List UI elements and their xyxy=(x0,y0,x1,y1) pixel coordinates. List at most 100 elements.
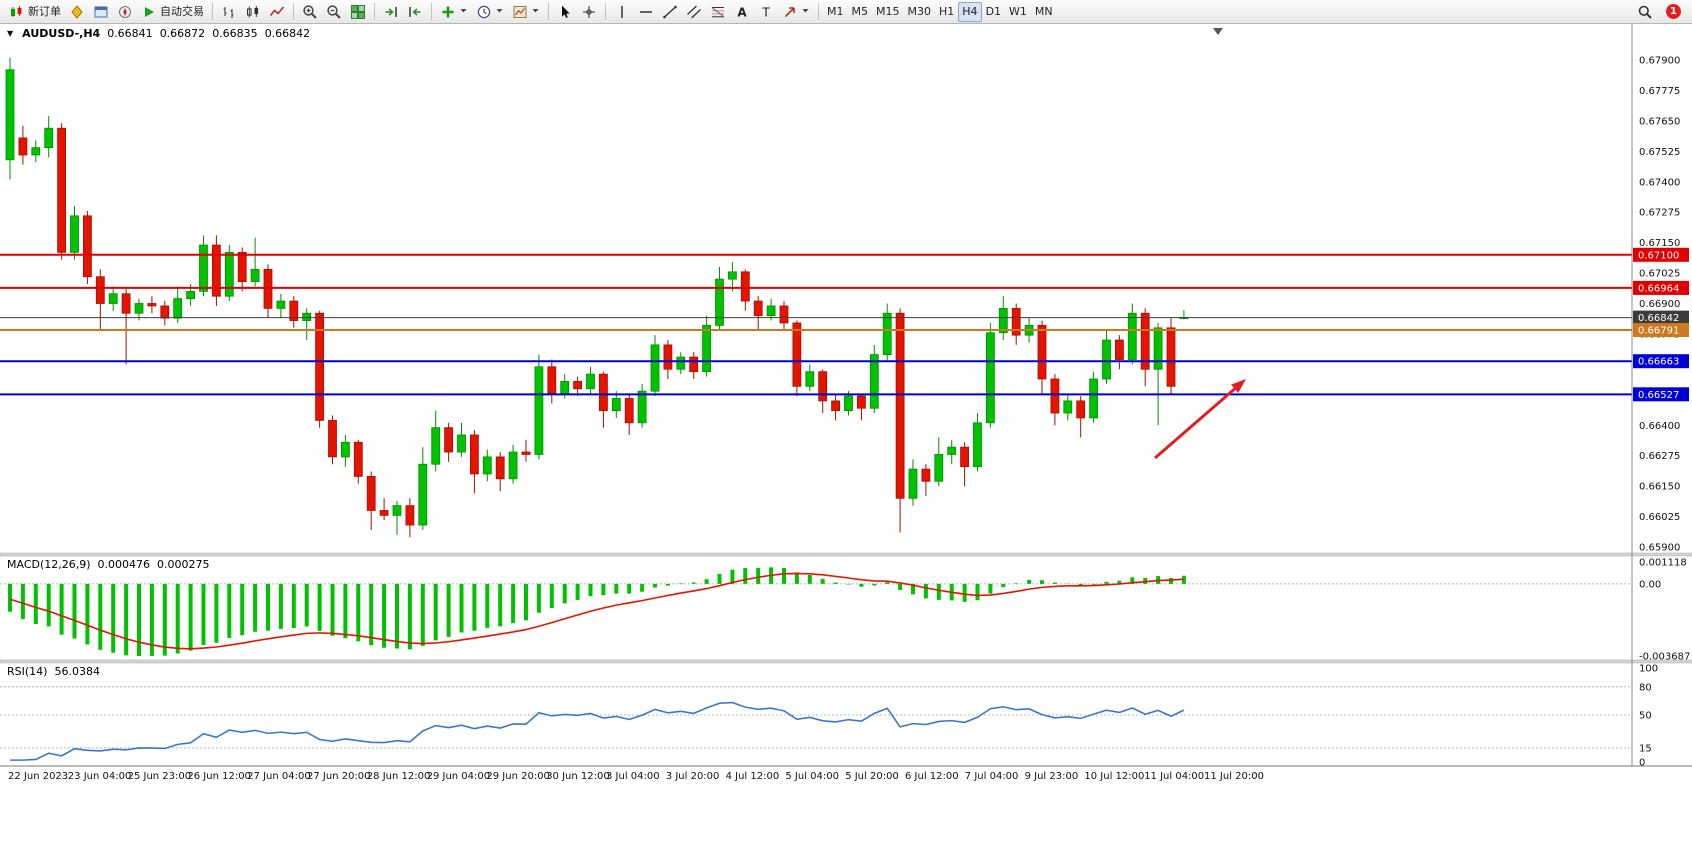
crosshair-icon xyxy=(581,4,597,20)
timeframe-m15-label: M15 xyxy=(876,4,900,18)
candle-down xyxy=(121,293,131,314)
fibonacci-button[interactable] xyxy=(706,2,730,22)
dropdown-caret-icon[interactable] xyxy=(531,3,540,20)
templates-button[interactable] xyxy=(508,2,544,22)
rsi-label: RSI(14) xyxy=(7,665,48,678)
rsi-panel[interactable] xyxy=(0,663,1632,764)
timeframe-h4-button[interactable]: H4 xyxy=(958,1,982,22)
bar-chart-button[interactable] xyxy=(217,2,241,22)
time-axis-label: 25 Jun 23:00 xyxy=(128,771,192,782)
panel-divider[interactable] xyxy=(0,552,1692,557)
equidistant-channel-button[interactable] xyxy=(682,2,706,22)
text-label-button[interactable]: T xyxy=(754,2,778,22)
candle-up xyxy=(1127,312,1137,360)
search-icon xyxy=(1637,4,1653,20)
timeframe-h1-button[interactable]: H1 xyxy=(935,2,958,22)
fibonacci-icon xyxy=(710,4,726,20)
macd-panel[interactable] xyxy=(0,556,1632,660)
chart-shift-marker[interactable] xyxy=(1213,28,1223,35)
time-axis-label: 3 Jul 20:00 xyxy=(666,771,720,782)
candlestick-chart-button[interactable] xyxy=(241,2,265,22)
crosshair-button[interactable] xyxy=(577,2,601,22)
price-axis-label: 0.67650 xyxy=(1639,116,1680,127)
dropdown-caret-icon[interactable] xyxy=(495,3,504,20)
price-axis-label: 0.67275 xyxy=(1639,208,1680,219)
autotrade-button[interactable]: 自动交易 xyxy=(137,2,208,22)
time-axis-label: 11 Jul 04:00 xyxy=(1144,771,1204,782)
indicators-button[interactable] xyxy=(436,2,472,22)
notification-badge[interactable]: 1 xyxy=(1666,4,1681,19)
candle-down xyxy=(779,305,789,324)
oneclick-collapse-icon[interactable]: ▼ xyxy=(7,29,14,38)
price-axis-label: 0.67400 xyxy=(1639,177,1680,188)
candle-down xyxy=(405,505,415,526)
timeframe-d1-label: D1 xyxy=(985,4,1002,18)
tile-windows-button[interactable] xyxy=(346,2,370,22)
candle-down xyxy=(147,303,157,307)
chart-shift-button[interactable] xyxy=(403,2,427,22)
line-chart-button[interactable] xyxy=(265,2,289,22)
horizontal-line-icon xyxy=(638,4,654,20)
timeframe-w1-button[interactable]: W1 xyxy=(1005,2,1031,22)
rsi-line xyxy=(10,701,1185,761)
marketwatch-button[interactable] xyxy=(65,2,89,22)
arrows-button[interactable] xyxy=(778,2,814,22)
vertical-line-button[interactable] xyxy=(610,2,634,22)
price-label-text: 0.66964 xyxy=(1638,283,1679,294)
candle-up xyxy=(173,298,183,319)
rsi-axis-label: 80 xyxy=(1639,682,1652,693)
macd-signal-line xyxy=(9,572,1184,650)
candle-down xyxy=(689,356,699,373)
new-order-button[interactable]: 新订单 xyxy=(5,2,65,22)
candle-down xyxy=(1050,378,1060,414)
candle-down xyxy=(960,446,969,468)
search-button[interactable] xyxy=(1633,2,1657,22)
candle-up xyxy=(986,332,995,424)
candle-up xyxy=(534,366,544,455)
price-label-box xyxy=(1633,323,1689,338)
trend-arrow[interactable] xyxy=(1154,387,1236,460)
auto-scroll-button[interactable] xyxy=(379,2,403,22)
price-axis-label: 0.67900 xyxy=(1639,56,1680,67)
candle-up xyxy=(508,451,518,480)
horizontal-line-button[interactable] xyxy=(634,2,658,22)
chart-symbol-period: AUDUSD-,H4 xyxy=(22,27,101,40)
timeframe-d1-button[interactable]: D1 xyxy=(982,2,1005,22)
candle-down xyxy=(818,371,828,402)
toolbar-separator xyxy=(548,3,549,20)
price-axis-label: 0.67525 xyxy=(1639,147,1680,158)
rsi-value: 56.0384 xyxy=(54,665,100,678)
marketwatch-icon xyxy=(69,4,85,20)
panel-divider[interactable] xyxy=(0,659,1692,664)
dropdown-caret-icon[interactable] xyxy=(801,3,810,20)
dropdown-caret-icon[interactable] xyxy=(459,3,468,20)
new-order-label: 新订单 xyxy=(28,4,61,18)
candle-up xyxy=(611,398,621,412)
price-label-box xyxy=(1633,387,1689,402)
trend-arrow-head[interactable] xyxy=(1231,379,1246,393)
timeframe-m30-button[interactable]: M30 xyxy=(904,2,936,22)
candle-up xyxy=(1089,378,1098,419)
navigator-button[interactable] xyxy=(113,2,137,22)
candle-down xyxy=(237,251,247,282)
timeframe-m15-button[interactable]: M15 xyxy=(872,2,904,22)
zoom-in-button[interactable] xyxy=(298,2,322,22)
timeframe-mn-label: MN xyxy=(1034,4,1053,18)
text-button[interactable]: A xyxy=(730,2,754,22)
candle-up xyxy=(457,434,466,453)
rsi-axis-label: 100 xyxy=(1639,664,1658,675)
price-axis-label: 0.66900 xyxy=(1639,299,1680,310)
data-window-button[interactable] xyxy=(89,2,113,22)
trendline-button[interactable] xyxy=(658,2,682,22)
candle-down xyxy=(1140,312,1150,370)
timeframe-m1-button[interactable]: M1 xyxy=(823,2,848,22)
timeframe-mn-button[interactable]: MN xyxy=(1031,2,1057,22)
zoom-out-button[interactable] xyxy=(322,2,346,22)
periods-button[interactable] xyxy=(472,2,508,22)
timeframe-m5-button[interactable]: M5 xyxy=(848,2,873,22)
cursor-button[interactable] xyxy=(553,2,577,22)
new-order-icon xyxy=(9,4,25,20)
candle-down xyxy=(831,400,840,412)
time-axis-label: 29 Jun 20:00 xyxy=(486,771,550,782)
